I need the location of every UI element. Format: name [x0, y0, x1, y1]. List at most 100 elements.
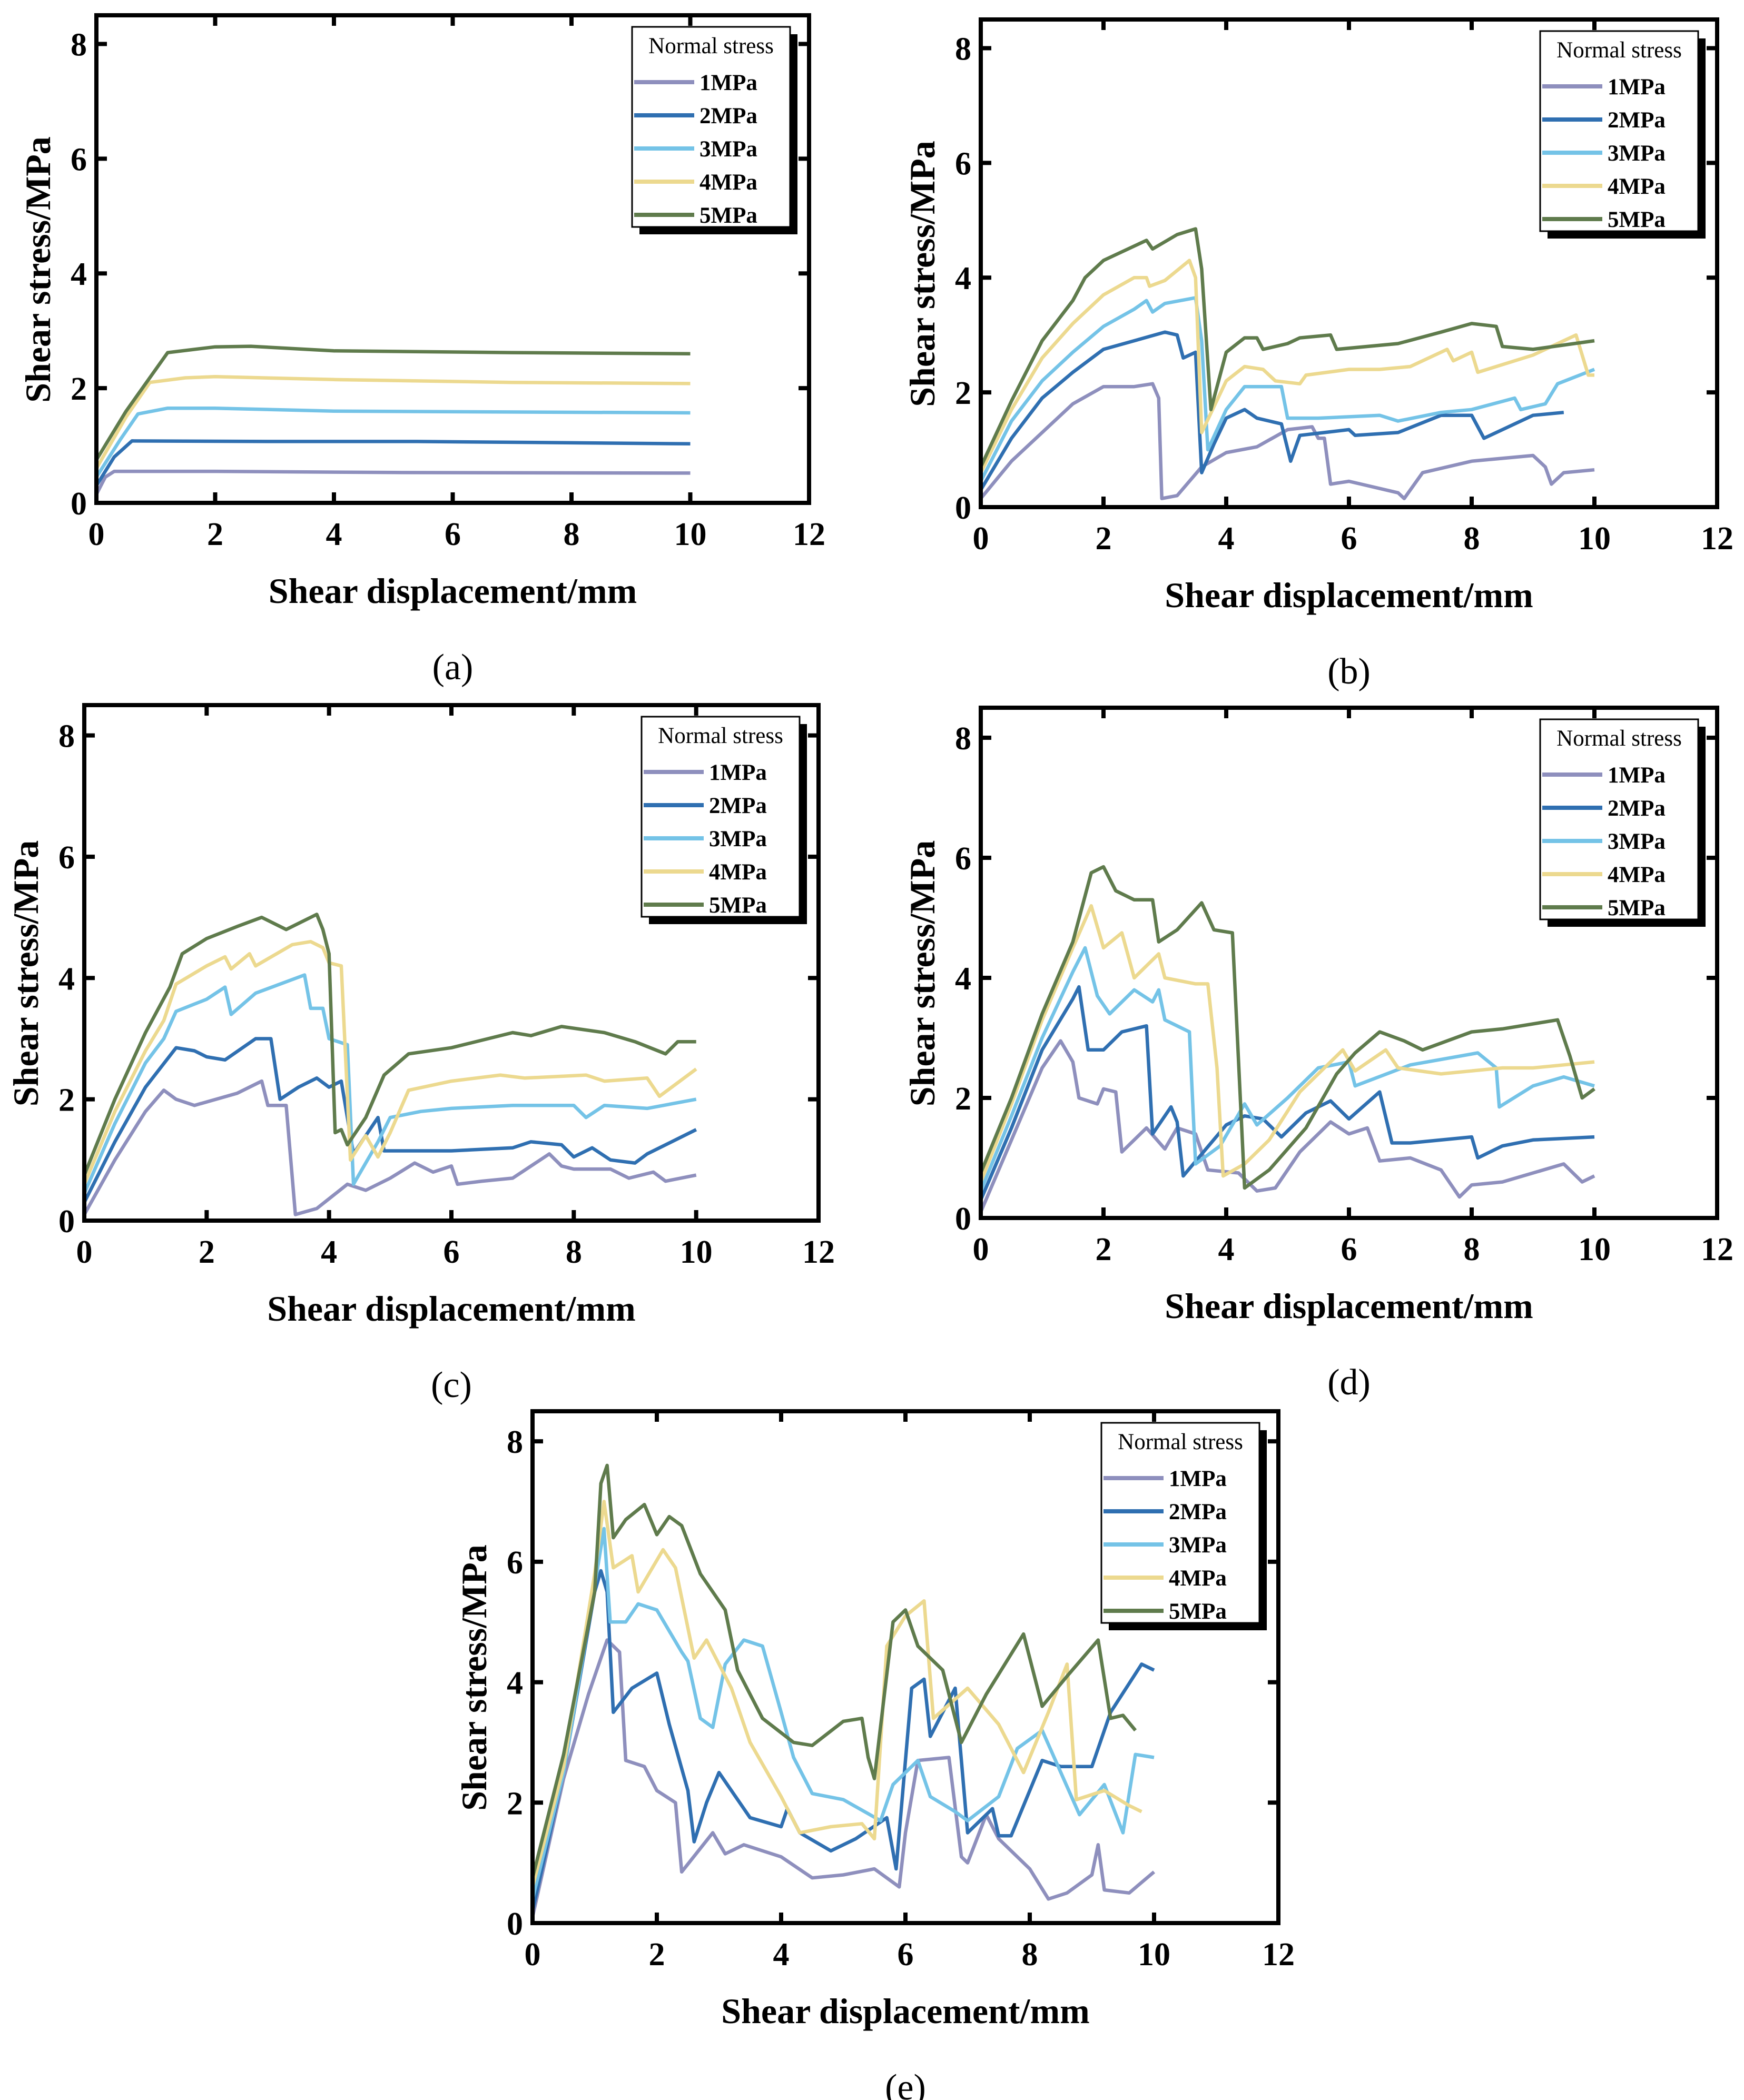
x-tick-label: 6 — [1341, 521, 1357, 557]
legend-title: Normal stress — [648, 34, 774, 58]
y-tick-label: 6 — [955, 841, 971, 877]
legend: Normal stress 1MPa 2MPa 3MPa 4MPa 5MPa — [1100, 1422, 1267, 1630]
legend-item-5mpa: 5MPa — [634, 203, 757, 228]
series-line-5mpa — [979, 865, 1595, 1190]
x-tick-label: 12 — [793, 517, 825, 552]
y-tick-label: 6 — [955, 146, 971, 182]
legend-item-1mpa: 1MPa — [634, 71, 757, 95]
x-tick-label: 8 — [1022, 1937, 1038, 1973]
legend-item-2mpa: 2MPa — [1542, 796, 1666, 821]
legend-label: 1MPa — [1608, 763, 1666, 788]
x-tick-label: 0 — [973, 521, 989, 557]
legend-item-3mpa: 3MPa — [634, 137, 757, 162]
x-axis-label: Shear displacement/mm — [721, 1991, 1090, 2031]
legend-label: 2MPa — [1608, 796, 1666, 821]
legend-item-5mpa: 5MPa — [1542, 207, 1666, 232]
x-tick-label: 4 — [326, 517, 342, 552]
y-tick-label: 4 — [955, 261, 971, 296]
panel-c: 0 2 4 6 8 10 12 0 2 4 6 8 Shear displacement/mm Shear… — [6, 703, 835, 1405]
y-axis-label: Shear stress/MPa — [902, 141, 942, 407]
legend-item-4mpa: 4MPa — [1542, 174, 1666, 199]
y-tick-label: 2 — [955, 375, 971, 411]
y-axis-label: Shear stress/MPa — [18, 136, 58, 403]
x-tick-label: 6 — [898, 1937, 914, 1973]
panel-a: 0 2 4 6 8 10 12 0 2 4 6 8 Shear displacement/mm Shear… — [18, 13, 825, 688]
legend-label: 3MPa — [1608, 829, 1666, 854]
x-tick-label: 8 — [1464, 521, 1480, 557]
series-line-4mpa — [83, 939, 697, 1185]
legend-label: 4MPa — [1608, 174, 1666, 199]
series-line-5mpa — [530, 1463, 1137, 1878]
y-tick-label: 4 — [71, 256, 87, 292]
x-tick-label: 6 — [444, 1234, 460, 1270]
x-tick-label: 10 — [674, 517, 707, 552]
legend-item-2mpa: 2MPa — [644, 794, 767, 818]
x-tick-label: 4 — [1218, 1232, 1235, 1267]
y-tick-label: 6 — [507, 1545, 523, 1581]
legend-label: 4MPa — [709, 860, 767, 885]
legend-item-2mpa: 2MPa — [1103, 1500, 1227, 1524]
legend-item-2mpa: 2MPa — [1542, 108, 1666, 133]
x-tick-label: 4 — [773, 1937, 790, 1973]
y-tick-label: 0 — [955, 490, 971, 526]
legend-label: 1MPa — [709, 760, 767, 785]
legend-label: 3MPa — [709, 827, 767, 851]
x-tick-label: 12 — [1701, 521, 1733, 557]
x-tick-label: 8 — [1464, 1232, 1480, 1267]
y-tick-label: 8 — [58, 719, 75, 755]
y-tick-label: 0 — [507, 1906, 523, 1942]
legend-label: 2MPa — [1169, 1500, 1227, 1524]
y-tick-label: 4 — [955, 961, 971, 997]
legend-label: 1MPa — [1169, 1467, 1227, 1491]
legend-title: Normal stress — [658, 724, 783, 748]
panel-caption: (b) — [1327, 651, 1371, 692]
y-tick-label: 8 — [955, 31, 971, 67]
legend-box — [1539, 718, 1699, 920]
legend-label: 2MPa — [709, 794, 767, 818]
legend-title: Normal stress — [1556, 726, 1682, 751]
y-tick-label: 2 — [58, 1083, 75, 1118]
legend-label: 5MPa — [709, 893, 767, 918]
series-line-5mpa — [95, 344, 691, 461]
x-tick-label: 0 — [525, 1937, 541, 1973]
legend-item-1mpa: 1MPa — [1542, 763, 1666, 788]
x-tick-label: 10 — [1578, 521, 1611, 557]
x-tick-label: 12 — [802, 1234, 835, 1270]
x-tick-label: 0 — [88, 517, 105, 552]
legend-label: 3MPa — [1169, 1533, 1227, 1558]
x-axis-label: Shear displacement/mm — [1165, 1286, 1533, 1326]
legend-item-3mpa: 3MPa — [1542, 829, 1666, 854]
x-tick-label: 0 — [973, 1232, 989, 1267]
legend-label: 5MPa — [1169, 1599, 1227, 1624]
x-tick-label: 2 — [199, 1234, 215, 1270]
series-line-4mpa — [530, 1500, 1142, 1888]
legend-item-1mpa: 1MPa — [1103, 1467, 1227, 1491]
legend-item-3mpa: 3MPa — [1103, 1533, 1227, 1558]
legend-item-5mpa: 5MPa — [1542, 896, 1666, 920]
series-line-2mpa — [979, 330, 1564, 491]
legend-box — [1539, 30, 1699, 232]
x-tick-label: 2 — [1096, 521, 1112, 557]
x-tick-label: 8 — [566, 1234, 582, 1270]
y-tick-label: 4 — [507, 1666, 523, 1701]
legend-label: 5MPa — [1608, 207, 1666, 232]
legend: Normal stress 1MPa 2MPa 3MPa 4MPa 5MPa — [641, 716, 807, 924]
x-tick-label: 12 — [1701, 1232, 1733, 1267]
y-tick-label: 2 — [955, 1081, 971, 1117]
x-tick-label: 2 — [207, 517, 223, 552]
legend: Normal stress 1MPa 2MPa 3MPa 4MPa 5MPa — [1539, 718, 1706, 927]
legend-label: 4MPa — [1608, 863, 1666, 887]
series-line-1mpa — [979, 1039, 1595, 1213]
series-line-1mpa — [979, 382, 1595, 500]
legend-title: Normal stress — [1118, 1430, 1243, 1454]
legend-item-1mpa: 1MPa — [1542, 75, 1666, 100]
x-tick-label: 0 — [76, 1234, 93, 1270]
y-tick-label: 2 — [71, 371, 87, 407]
y-axis-label: Shear stress/MPa — [6, 840, 46, 1107]
legend-box — [631, 26, 791, 228]
x-tick-label: 10 — [680, 1234, 713, 1270]
legend-label: 5MPa — [699, 203, 757, 228]
series-line-3mpa — [95, 406, 691, 478]
series-line-4mpa — [95, 375, 691, 470]
x-tick-label: 4 — [1218, 521, 1235, 557]
